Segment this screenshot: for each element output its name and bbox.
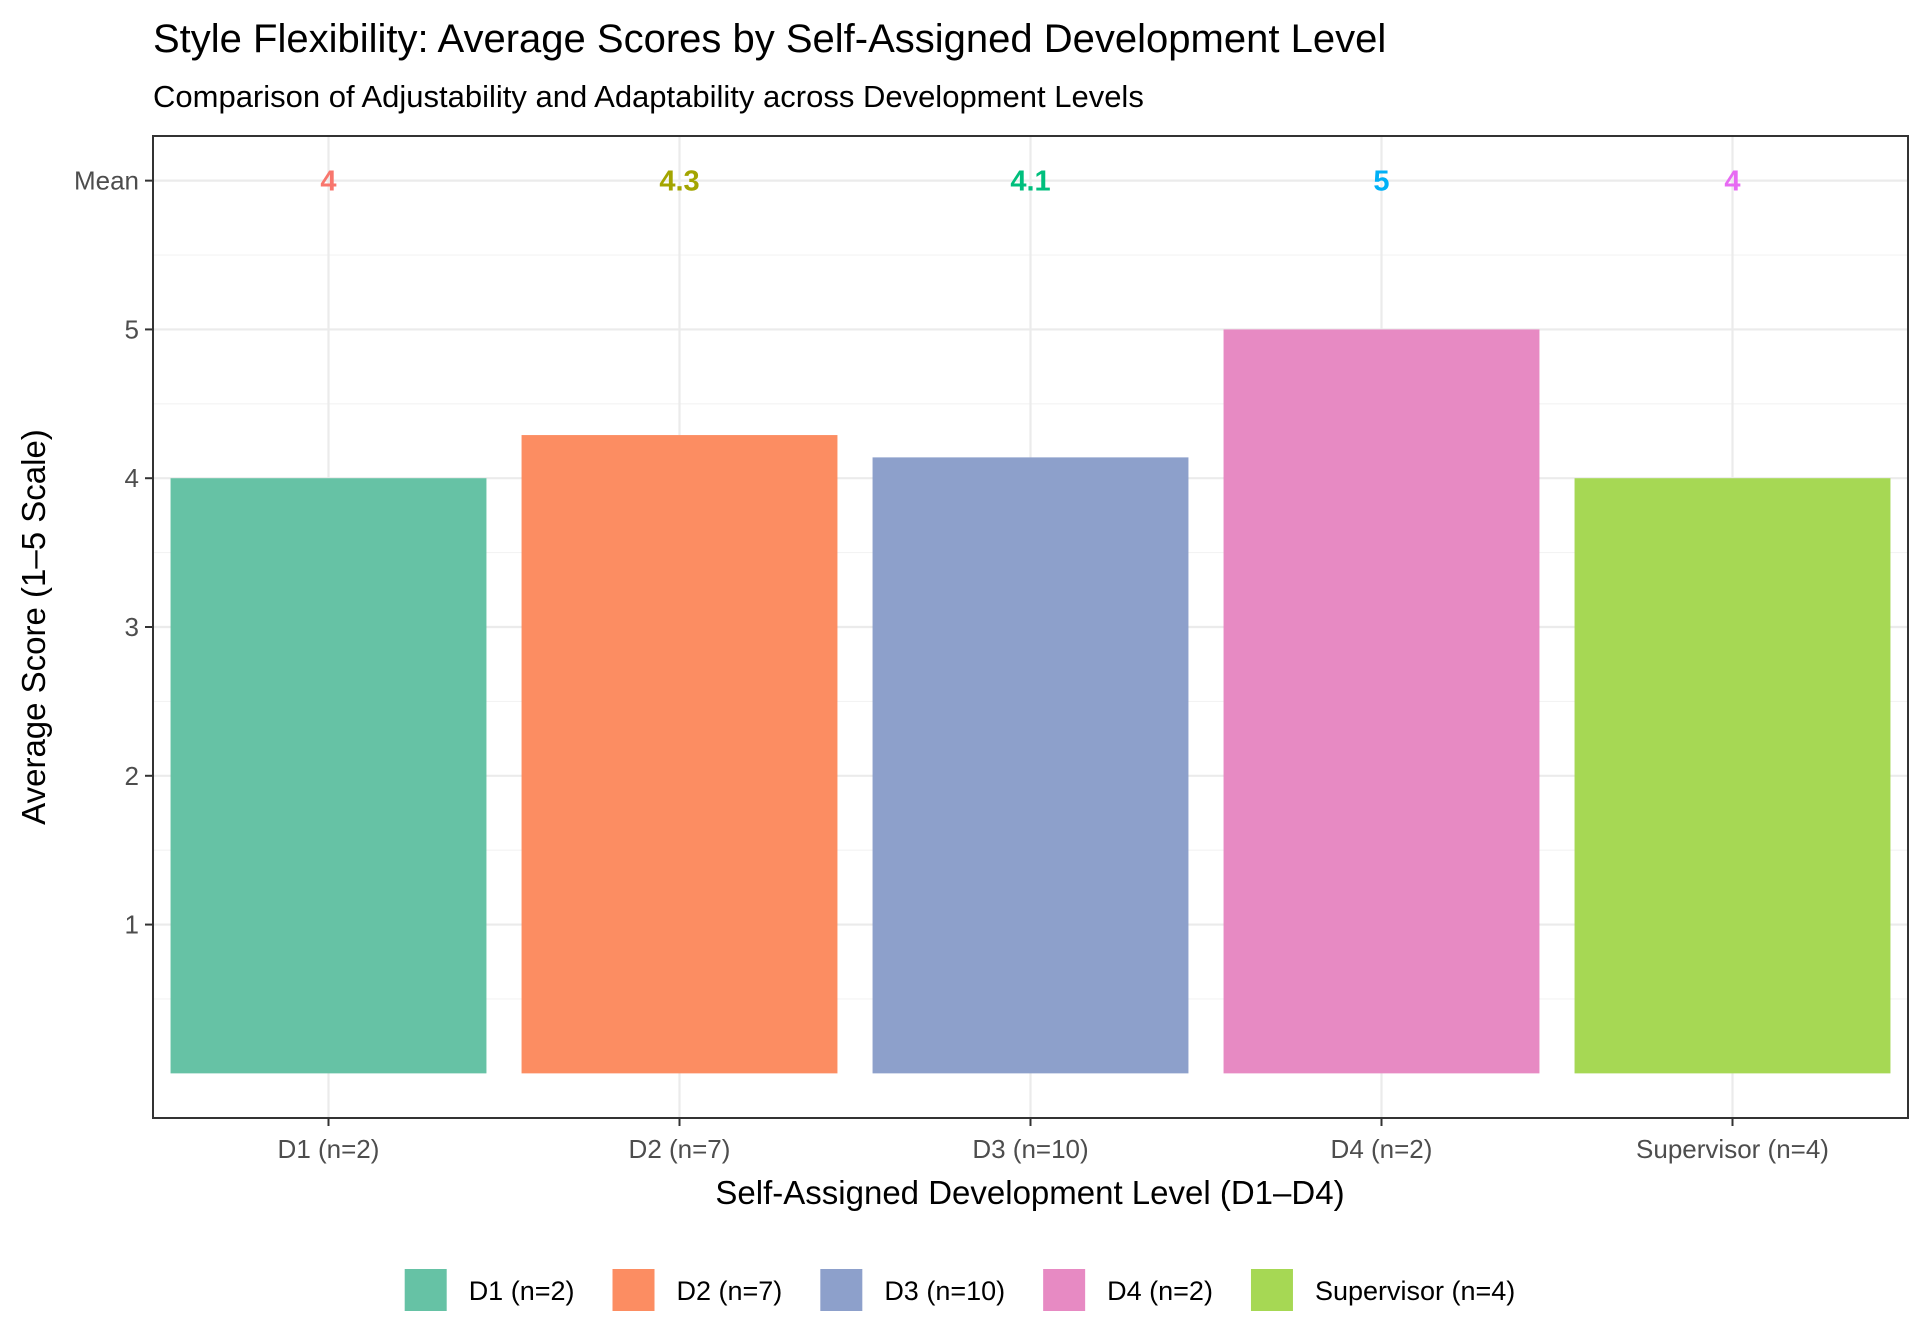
legend-label-3: D3 (n=10)	[884, 1276, 1005, 1306]
y-tick-label: 1	[125, 910, 139, 940]
mean-label-2: 4.3	[659, 166, 699, 198]
x-tick-label-5: Supervisor (n=4)	[1636, 1134, 1829, 1164]
y-tick-label: 5	[125, 314, 139, 344]
x-tick-label-4: D4 (n=2)	[1331, 1134, 1433, 1164]
x-tick-label-1: D1 (n=2)	[278, 1134, 380, 1164]
plot-area: 4 4.3 4.1 5 4 1 2 3 4 5 Mean D1 (n=2) D2 (n=7) D3 (n=…	[74, 135, 1909, 1164]
legend-key-5	[1250, 1269, 1293, 1311]
bar-1	[170, 478, 487, 1074]
legend-label-5: Supervisor (n=4)	[1315, 1276, 1515, 1306]
legend-key-1	[404, 1269, 447, 1311]
legend: D1 (n=2) D2 (n=7) D3 (n=10) D4 (n=2) Supervi…	[404, 1269, 1515, 1311]
mean-label-3: 4.1	[1010, 166, 1050, 198]
x-axis-title: Self-Assigned Development Level (D1–D4)	[715, 1174, 1344, 1211]
legend-label-1: D1 (n=2)	[469, 1276, 575, 1306]
legend-label-4: D4 (n=2)	[1107, 1276, 1213, 1306]
legend-label-2: D2 (n=7)	[677, 1276, 783, 1306]
y-tick-label: 4	[125, 463, 139, 493]
x-tick-label-2: D2 (n=7)	[629, 1134, 731, 1164]
y-axis-title: Average Score (1–5 Scale)	[15, 429, 52, 825]
mean-label-5: 4	[1724, 166, 1740, 198]
y-tick-label: 3	[125, 612, 139, 642]
y-tick-label-mean: Mean	[74, 166, 139, 196]
x-tick-label-3: D3 (n=10)	[972, 1134, 1088, 1164]
legend-key-3	[820, 1269, 863, 1311]
bar-3	[872, 457, 1189, 1074]
mean-label-4: 5	[1373, 166, 1389, 198]
mean-label-1: 4	[320, 166, 336, 198]
chart-title: Style Flexibility: Average Scores by Sel…	[153, 17, 1386, 61]
bar-4	[1223, 329, 1540, 1074]
bar-2	[521, 435, 838, 1074]
legend-key-4	[1043, 1269, 1086, 1311]
legend-key-2	[612, 1269, 655, 1311]
chart-subtitle: Comparison of Adjustability and Adaptabi…	[153, 79, 1144, 114]
bar-5	[1574, 478, 1891, 1074]
y-tick-label: 2	[125, 761, 139, 791]
